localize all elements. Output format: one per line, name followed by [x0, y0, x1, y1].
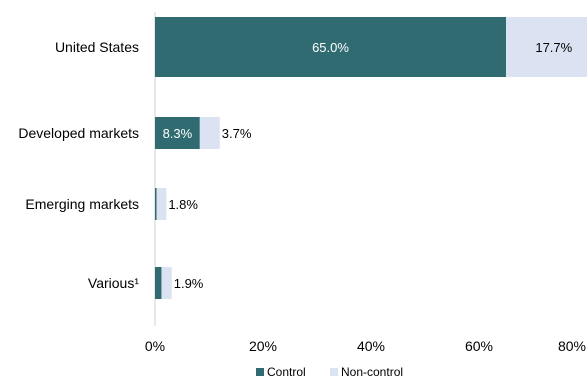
bar-control-united-states — [155, 17, 506, 77]
value-labels: 65.0% 17.7% 8.3% 3.7% 1.8% 1.9% — [163, 40, 573, 291]
value-label-non-control-emerging-markets: 1.8% — [168, 197, 198, 212]
bar-non-control-various — [161, 267, 172, 299]
x-tick-label-20: 20% — [249, 338, 277, 354]
category-label-various: Various¹ — [88, 275, 139, 291]
value-label-non-control-united-states: 17.7% — [535, 40, 572, 55]
legend-label-non-control: Non-control — [341, 365, 403, 379]
bar-non-control-emerging-markets — [156, 188, 167, 220]
x-tick-label-80: 80% — [558, 338, 586, 354]
x-tick-label-60: 60% — [465, 338, 493, 354]
value-label-control-united-states: 65.0% — [312, 40, 349, 55]
bar-non-control-united-states — [506, 17, 587, 77]
x-tick-label-40: 40% — [357, 338, 385, 354]
value-label-non-control-developed-markets: 3.7% — [222, 126, 252, 141]
bar-control-developed-markets — [155, 117, 200, 149]
bar-non-control-developed-markets — [199, 117, 220, 149]
legend: Control Non-control — [256, 365, 403, 379]
legend-label-control: Control — [267, 365, 306, 379]
category-label-developed-markets: Developed markets — [18, 125, 139, 141]
bar-control-emerging-markets — [155, 188, 157, 220]
bar-control-various — [155, 267, 162, 299]
x-axis-ticks: 0% 20% 40% 60% 80% — [145, 338, 586, 354]
legend-swatch-control — [256, 368, 264, 376]
x-tick-label-0: 0% — [145, 338, 165, 354]
legend-swatch-non-control — [330, 368, 338, 376]
value-label-non-control-various: 1.9% — [174, 276, 204, 291]
bars-group — [155, 17, 587, 299]
category-label-united-states: United States — [55, 39, 139, 55]
category-labels: United States Developed markets Emerging m… — [18, 39, 139, 291]
value-label-control-developed-markets: 8.3% — [163, 126, 193, 141]
category-label-emerging-markets: Emerging markets — [25, 196, 139, 212]
